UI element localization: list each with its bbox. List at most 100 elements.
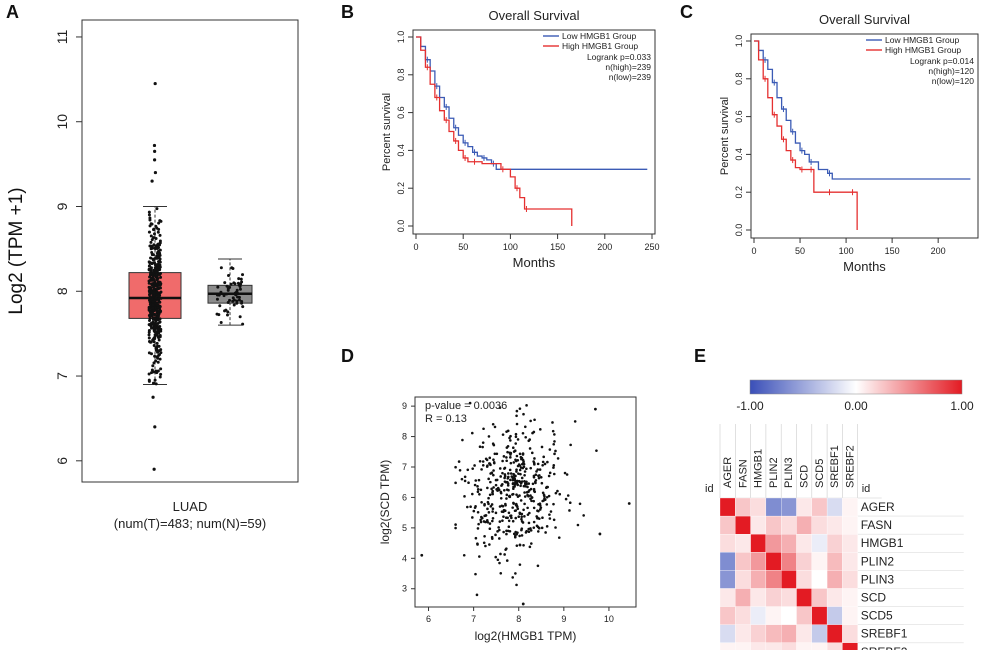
x-tick-label: 0 (751, 246, 756, 256)
data-point (513, 449, 517, 453)
data-point (481, 464, 485, 467)
heatmap-cell (842, 497, 858, 517)
data-point (496, 530, 499, 533)
data-point (521, 602, 525, 606)
data-point (215, 297, 219, 301)
data-point (157, 349, 161, 353)
data-point (523, 491, 526, 494)
data-point (501, 459, 504, 463)
data-point (515, 493, 518, 496)
data-point (509, 439, 512, 442)
data-point (156, 321, 160, 325)
data-point (547, 494, 551, 498)
heatmap-cell (826, 570, 843, 589)
data-point (500, 510, 504, 513)
data-point (504, 502, 507, 506)
data-point (147, 230, 151, 234)
heatmap-cell (811, 497, 828, 517)
data-point (231, 299, 235, 303)
stat-label: Logrank p=0.014 (910, 56, 974, 66)
data-point (486, 520, 490, 524)
data-point (147, 279, 151, 283)
heatmap-corner-label: id (862, 483, 871, 495)
heatmap-cell (842, 515, 858, 535)
data-point (552, 502, 555, 506)
heatmap-cell (781, 497, 797, 517)
panel-letter-e: E (694, 346, 706, 366)
x-tick-label: 10 (604, 614, 614, 624)
data-point (496, 486, 500, 490)
y-tick-label: 6 (402, 492, 407, 502)
data-point (494, 483, 498, 487)
data-point (546, 460, 549, 464)
data-point (516, 507, 520, 511)
data-point (479, 518, 482, 522)
data-point (529, 419, 532, 423)
data-point (152, 344, 156, 348)
data-point (471, 467, 475, 470)
data-point (492, 461, 496, 465)
data-point (236, 295, 240, 299)
data-point (518, 534, 521, 538)
data-point (520, 476, 524, 480)
heatmap-cell (735, 497, 751, 517)
data-point (462, 553, 466, 557)
data-point (495, 478, 499, 482)
heatmap-row-label: HMGB1 (861, 536, 904, 550)
data-point (511, 493, 514, 496)
data-point (525, 529, 528, 533)
data-point (492, 458, 495, 462)
data-point (158, 248, 162, 252)
heatmap-cell (719, 497, 736, 517)
data-point (471, 516, 474, 519)
data-point (454, 523, 457, 526)
km-c-title: Overall Survival (819, 12, 910, 27)
x-axis-label: LUAD (173, 499, 208, 514)
y-tick-label: 0.6 (396, 106, 406, 119)
data-point (502, 530, 505, 534)
data-point (522, 508, 525, 512)
data-point (241, 305, 245, 309)
data-point (478, 555, 481, 558)
y-tick-label: 9 (54, 202, 70, 210)
data-point (154, 348, 158, 352)
heatmap-cell (750, 624, 767, 643)
stat-label: n(low)=239 (609, 72, 652, 82)
data-point (568, 509, 571, 512)
data-point (158, 324, 162, 328)
data-point (149, 272, 153, 276)
data-point (152, 361, 156, 365)
data-point (552, 442, 556, 446)
data-point (566, 494, 570, 497)
data-point (476, 510, 480, 514)
data-point (152, 228, 156, 232)
data-point (484, 544, 487, 548)
data-point (454, 481, 457, 485)
data-point (505, 497, 508, 500)
x-tick-label: 100 (503, 242, 518, 252)
y-tick-label: 0.8 (734, 73, 744, 86)
data-point (573, 420, 577, 423)
data-point (482, 541, 486, 545)
data-point (563, 471, 567, 475)
data-point (481, 460, 485, 463)
data-point (522, 484, 526, 488)
data-point (460, 477, 464, 481)
data-point (150, 290, 154, 294)
data-point (504, 480, 508, 484)
y-tick-label: 8 (54, 287, 70, 295)
heatmap-cell (765, 624, 782, 643)
y-tick-label: 0.2 (734, 186, 744, 199)
heatmap-cell (735, 552, 751, 571)
data-point (537, 502, 540, 506)
data-point (476, 488, 480, 491)
heatmap-cell (826, 642, 843, 650)
heatmap-cell (735, 606, 751, 625)
data-point (150, 262, 154, 266)
data-point (156, 360, 160, 364)
data-point (471, 492, 474, 496)
data-point (528, 511, 531, 515)
data-point (476, 527, 480, 530)
data-point (227, 273, 231, 277)
data-point (533, 490, 537, 494)
